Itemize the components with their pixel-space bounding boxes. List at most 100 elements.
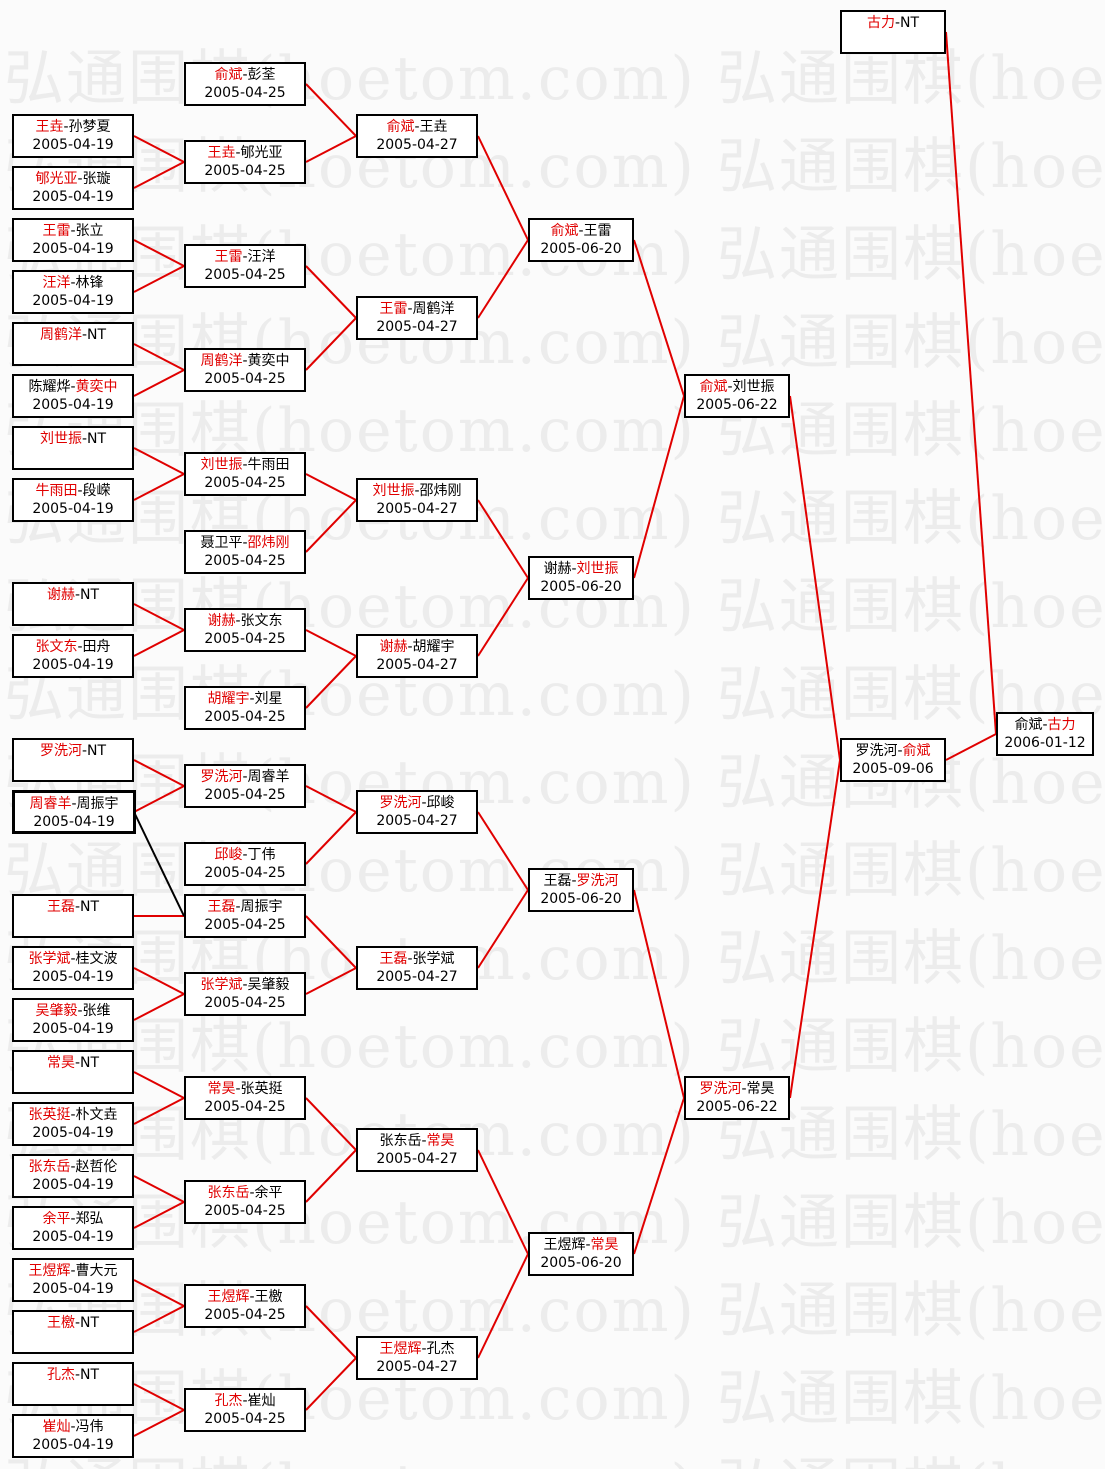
match-box-round-1[interactable]: 刘世振-NT: [12, 426, 134, 470]
player-2: NT: [87, 431, 107, 447]
match-box-round-2[interactable]: 王垚-郇光亚 2005-04-25: [184, 140, 306, 184]
match-box-round-1[interactable]: 孔杰-NT: [12, 1362, 134, 1406]
match-box-round-3[interactable]: 王雷-周鹤洋 2005-04-27: [356, 296, 478, 340]
bracket-connector: [305, 135, 357, 163]
separator: -: [421, 1133, 427, 1149]
match-box-round-2[interactable]: 谢赫-张文东 2005-04-25: [184, 608, 306, 652]
player-1: 罗洗河: [699, 1081, 742, 1097]
match-box-round-3[interactable]: 张东岳-常昊 2005-04-27: [356, 1128, 478, 1172]
match-box-round-2[interactable]: 王煜辉-王檄 2005-04-25: [184, 1284, 306, 1328]
bracket-connector: [133, 603, 185, 631]
match-box-round-2[interactable]: 张学斌-吴肇毅 2005-04-25: [184, 972, 306, 1016]
match-box-round-2[interactable]: 俞斌-彭荃 2005-04-25: [184, 62, 306, 106]
match-box-round-3[interactable]: 谢赫-胡耀宇 2005-04-27: [356, 634, 478, 678]
match-date: 2005-04-27: [376, 1151, 458, 1167]
match-box-round-1[interactable]: 王雷-张立 2005-04-19: [12, 218, 134, 262]
match-box-round-2[interactable]: 王磊-周振宇 2005-04-25: [184, 894, 306, 938]
match-box-round-2[interactable]: 王雷-汪洋 2005-04-25: [184, 244, 306, 288]
match-box-round-1[interactable]: 陈耀烨-黄奕中 2005-04-19: [12, 374, 134, 418]
match-box-round-1[interactable]: 周睿羊-周振宇 2005-04-19: [12, 790, 136, 834]
match-box-round-1[interactable]: 崔灿-冯伟 2005-04-19: [12, 1414, 134, 1458]
match-box-round-2[interactable]: 刘世振-牛雨田 2005-04-25: [184, 452, 306, 496]
match-box-round-1[interactable]: 谢赫-NT: [12, 582, 134, 626]
match-date: 2005-04-19: [32, 657, 114, 673]
player-2: 段嵘: [82, 483, 111, 499]
match-date: 2005-06-22: [696, 1099, 778, 1115]
match-box-round-3[interactable]: 俞斌-王垚 2005-04-27: [356, 114, 478, 158]
match-box-round-6[interactable]: 罗洗河-俞斌 2005-09-06: [840, 738, 946, 782]
match-box-round-1[interactable]: 王檄-NT: [12, 1310, 134, 1354]
match-date: 2005-04-27: [376, 969, 458, 985]
match-players: 周鹤洋-NT: [14, 326, 132, 344]
player-1: 余平: [42, 1211, 71, 1227]
separator: -: [578, 223, 584, 239]
match-players: 王煜辉-孔杰: [358, 1340, 476, 1358]
match-box-round-2[interactable]: 张东岳-余平 2005-04-25: [184, 1180, 306, 1224]
match-date: 2005-06-20: [540, 1255, 622, 1271]
match-box-round-3[interactable]: 刘世振-邵炜刚 2005-04-27: [356, 478, 478, 522]
match-players: 崔灿-冯伟: [14, 1418, 132, 1436]
match-date: 2005-04-25: [204, 865, 286, 881]
match-box-round-5[interactable]: 俞斌-刘世振 2005-06-22: [684, 374, 790, 418]
player-1: 聂卫平: [200, 535, 243, 551]
bracket-connector: [133, 1175, 185, 1203]
bracket-connector: [133, 135, 185, 163]
match-box-round-1[interactable]: 汪洋-林锋 2005-04-19: [12, 270, 134, 314]
bracket-connector: [133, 265, 185, 293]
match-box-round-1[interactable]: 张文东-田舟 2005-04-19: [12, 634, 134, 678]
match-box-round-2[interactable]: 邱峻-丁伟 2005-04-25: [184, 842, 306, 886]
match-players: 罗洗河-周睿羊: [186, 768, 304, 786]
match-box-round-1[interactable]: 余平-郑弘 2005-04-19: [12, 1206, 134, 1250]
player-1: 谢赫: [379, 639, 408, 655]
match-box-round-2[interactable]: 罗洗河-周睿羊 2005-04-25: [184, 764, 306, 808]
match-box-round-3[interactable]: 王煜辉-孔杰 2005-04-27: [356, 1336, 478, 1380]
match-box-round-4[interactable]: 谢赫-刘世振 2005-06-20: [528, 556, 634, 600]
match-box-round-1[interactable]: 郇光亚-张璇 2005-04-19: [12, 166, 134, 210]
separator: -: [242, 977, 248, 993]
seed-match-box[interactable]: 古力-NT: [840, 10, 946, 54]
player-1: 王垚: [207, 145, 236, 161]
match-box-round-2[interactable]: 胡耀宇-刘星 2005-04-25: [184, 686, 306, 730]
player-2: 刘世振: [576, 561, 619, 577]
match-box-round-4[interactable]: 王磊-罗洗河 2005-06-20: [528, 868, 634, 912]
match-box-round-3[interactable]: 罗洗河-邱峻 2005-04-27: [356, 790, 478, 834]
match-box-round-1[interactable]: 张英挺-朴文垚 2005-04-19: [12, 1102, 134, 1146]
player-2: 赵哲伦: [75, 1159, 118, 1175]
match-box-round-4[interactable]: 俞斌-王雷 2005-06-20: [528, 218, 634, 262]
match-box-round-1[interactable]: 张东岳-赵哲伦 2005-04-19: [12, 1154, 134, 1198]
match-players: 聂卫平-邵炜刚: [186, 534, 304, 552]
player-1: 王雷: [214, 249, 243, 265]
match-box-round-2[interactable]: 常昊-张英挺 2005-04-25: [184, 1076, 306, 1120]
match-box-round-7[interactable]: 俞斌-古力 2006-01-12: [996, 712, 1094, 756]
separator: -: [70, 951, 76, 967]
match-box-round-1[interactable]: 罗洗河-NT: [12, 738, 134, 782]
match-box-round-1[interactable]: 王垚-孙梦夏 2005-04-19: [12, 114, 134, 158]
separator: -: [70, 1263, 76, 1279]
match-box-round-1[interactable]: 王磊-NT: [12, 894, 134, 938]
player-1: 张东岳: [207, 1185, 250, 1201]
player-2: 桂文波: [75, 951, 118, 967]
match-box-round-4[interactable]: 王煜辉-常昊 2005-06-20: [528, 1232, 634, 1276]
match-box-round-5[interactable]: 罗洗河-常昊 2005-06-22: [684, 1076, 790, 1120]
player-2: 余平: [254, 1185, 283, 1201]
bracket-connector: [133, 1201, 185, 1229]
match-box-round-3[interactable]: 王磊-张学斌 2005-04-27: [356, 946, 478, 990]
match-box-round-1[interactable]: 周鹤洋-NT: [12, 322, 134, 366]
match-date: 2005-04-19: [32, 137, 114, 153]
separator: -: [242, 353, 248, 369]
match-box-round-1[interactable]: 王煜辉-曹大元 2005-04-19: [12, 1258, 134, 1302]
player-2: 常昊: [590, 1237, 619, 1253]
player-2: NT: [80, 1055, 100, 1071]
player-2: 俞斌: [902, 743, 931, 759]
match-box-round-2[interactable]: 周鹤洋-黄奕中 2005-04-25: [184, 348, 306, 392]
match-box-round-2[interactable]: 聂卫平-邵炜刚 2005-04-25: [184, 530, 306, 574]
match-box-round-1[interactable]: 张学斌-桂文波 2005-04-19: [12, 946, 134, 990]
player-2: 邵炜刚: [247, 535, 290, 551]
match-box-round-2[interactable]: 孔杰-崔灿 2005-04-25: [184, 1388, 306, 1432]
player-2: NT: [80, 899, 100, 915]
match-players: 周睿羊-周振宇: [15, 795, 133, 813]
match-date: 2005-06-20: [540, 241, 622, 257]
match-box-round-1[interactable]: 常昊-NT: [12, 1050, 134, 1094]
match-box-round-1[interactable]: 吴肇毅-张维 2005-04-19: [12, 998, 134, 1042]
match-box-round-1[interactable]: 牛雨田-段嵘 2005-04-19: [12, 478, 134, 522]
